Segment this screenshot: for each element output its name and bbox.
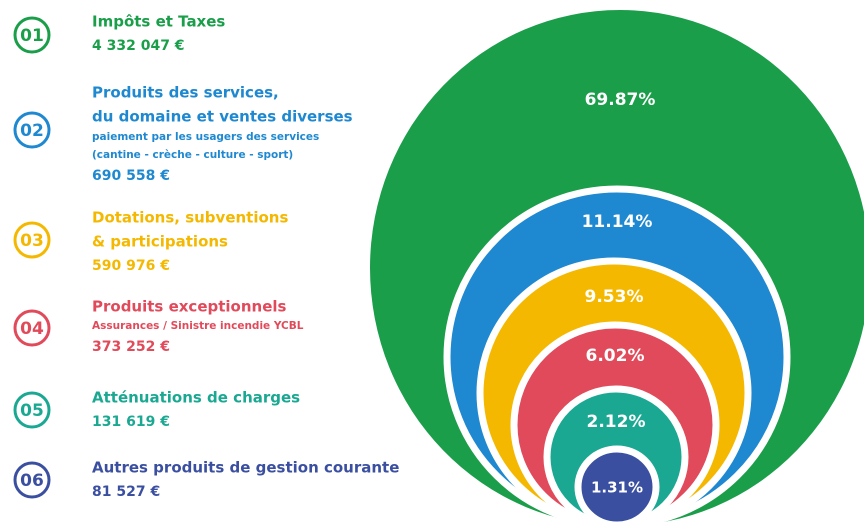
item-amount: 590 976 € (92, 258, 170, 274)
percent-label: 1.31% (591, 479, 643, 497)
number-badge (13, 391, 51, 429)
item-title: Produits exceptionnels (92, 298, 287, 316)
number-text: 04 (20, 319, 44, 339)
item-amount: 4 332 047 € (92, 38, 185, 54)
percent-label: 9.53% (585, 287, 644, 307)
number-text: 06 (20, 471, 44, 491)
number-text: 05 (20, 401, 44, 421)
item-amount: 690 558 € (92, 168, 170, 184)
item-title: du domaine et ventes diverses (92, 108, 353, 126)
percent-label: 11.14% (582, 212, 653, 232)
number-badge (13, 221, 51, 259)
item-title: Impôts et Taxes (92, 13, 225, 31)
item-title: Dotations, subventions (92, 209, 288, 227)
number-badge (13, 111, 51, 149)
item-title: & participations (92, 233, 228, 251)
percent-label: 2.12% (587, 412, 646, 432)
circle-6 (574, 445, 660, 529)
item-title: Produits des services, (92, 84, 279, 102)
item-amount: 373 252 € (92, 339, 170, 355)
number-badge (13, 309, 51, 347)
number-badge (13, 16, 51, 54)
percent-label: 6.02% (586, 346, 645, 366)
item-subtitle: paiement par les usagers des services (92, 131, 319, 143)
number-text: 02 (20, 121, 44, 141)
item-subtitle: (cantine - crèche - culture - sport) (92, 149, 293, 161)
item-amount: 131 619 € (92, 414, 170, 430)
item-title: Atténuations de charges (92, 389, 300, 407)
item-amount: 81 527 € (92, 484, 160, 500)
item-subtitle: Assurances / Sinistre incendie YCBL (92, 320, 304, 332)
number-text: 01 (20, 26, 44, 46)
item-title: Autres produits de gestion courante (92, 459, 399, 477)
percent-label: 69.87% (585, 90, 656, 110)
number-badge (13, 461, 51, 499)
number-text: 03 (20, 231, 44, 251)
